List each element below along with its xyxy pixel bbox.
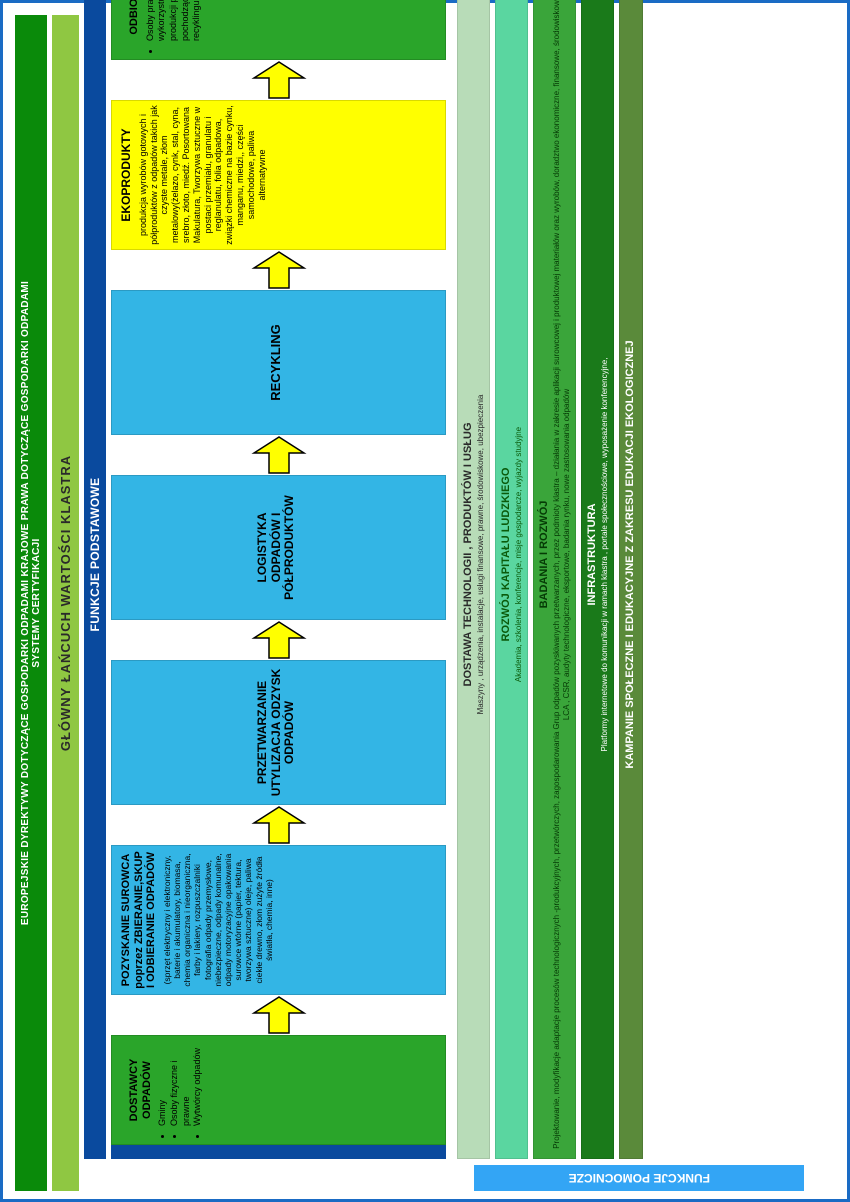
flow-left-strip <box>111 1145 446 1159</box>
recipients-title: ODBIORCY <box>128 0 141 35</box>
infra-title: INFRASTRUKTURA <box>586 0 598 1152</box>
edu-box: KAMPANIE SPOŁECZNE I EDUKACYJNE Z ZAKRES… <box>619 0 643 1159</box>
rd-box: BADANIA I ROZWÓJ Projektowanie, modyfika… <box>533 0 575 1159</box>
hr-box: ROZWÓJ KAPITAŁU LUDZKIEGO Akademia, szko… <box>495 0 528 1159</box>
arrow-icon <box>249 60 309 100</box>
tech-supply-box: DOSTAWA TECHNOLOGII , PRODUKTÓW I USŁUG … <box>457 0 490 1159</box>
list-item: Wytwórcy odpadów <box>192 1040 204 1126</box>
recycling-title: RECYKLING <box>269 324 284 401</box>
arrow-icon <box>249 805 309 845</box>
hr-title: ROZWÓJ KAPITAŁU LUDZKIEGO <box>500 0 512 1152</box>
ecoproducts-box: EKOPRODUKTY produkcja wyrobów gotowych i… <box>111 100 446 250</box>
tech-title: DOSTAWA TECHNOLOGII , PRODUKTÓW I USŁUG <box>462 0 474 1152</box>
eu-directives-bar: EUROPEJSKIE DYREKTYWY DOTYCZĄCE GOSPODAR… <box>15 15 47 1191</box>
arrow-icon <box>249 620 309 660</box>
arrow-icon <box>249 995 309 1035</box>
suppliers-title: DOSTAWCY ODPADÓW <box>128 1040 153 1140</box>
acquisition-box: POZYSKANIE SUROWCA poprzez ZBIERANIE,SKU… <box>111 845 446 995</box>
logistics-title: LOGISTYKA ODPADÓW I PÓŁPRODUKTÓW <box>256 480 297 615</box>
processing-box: PRZETWARZANIE UTYLIZACJA ODZYSK ODPADÓW <box>111 660 446 805</box>
support-functions-label-left: FUNKCJE POMOCNICZE <box>474 1165 804 1191</box>
infra-body: Platformy internetowe do komunikacji w r… <box>600 0 609 1152</box>
recycling-box: RECYKLING <box>111 290 446 435</box>
value-chain-flow: DOSTAWCY ODPADÓW Gminy Osoby fizyczne i … <box>111 0 446 1159</box>
ecoproducts-title: EKOPRODUKTY <box>120 128 134 221</box>
value-chain-title: GŁÓWNY ŁAŃCUCH WARTOŚCI KLASTRA <box>52 15 79 1191</box>
hr-body: Akademia, szkolenia, konferencje, misje … <box>514 0 523 1152</box>
recipients-box: ODBIORCY Osoby prawne wykorzystujące do … <box>111 0 446 60</box>
list-item: Osoby prawne wykorzystujące do produkcji… <box>145 0 203 41</box>
core-functions-bar: FUNKCJE PODSTAWOWE <box>84 0 106 1159</box>
ecoproducts-body: produkcja wyrobów gotowych i półproduktó… <box>138 105 268 245</box>
infra-box: INFRASTRUKTURA Platformy internetowe do … <box>581 0 614 1159</box>
suppliers-box: DOSTAWCY ODPADÓW Gminy Osoby fizyczne i … <box>111 1035 446 1145</box>
list-item: Gminy <box>157 1040 169 1126</box>
support-functions: DOSTAWA TECHNOLOGII , PRODUKTÓW I USŁUG … <box>457 0 643 1159</box>
edu-title: KAMPANIE SPOŁECZNE I EDUKACYJNE Z ZAKRES… <box>624 0 636 1152</box>
processing-title: PRZETWARZANIE UTYLIZACJA ODZYSK ODPADÓW <box>256 665 297 800</box>
logistics-box: LOGISTYKA ODPADÓW I PÓŁPRODUKTÓW <box>111 475 446 620</box>
arrow-icon <box>249 250 309 290</box>
rd-body: Projektowanie, modyfikacje adaptacje pro… <box>552 0 570 1152</box>
suppliers-list: Gminy Osoby fizyczne i prawne Wytwórcy o… <box>157 1040 204 1140</box>
acquisition-title: POZYSKANIE SUROWCA poprzez ZBIERANIE,SKU… <box>120 850 158 990</box>
acquisition-body: (sprzęt elektryczny i elektroniczny, bat… <box>162 850 274 990</box>
topbar-line2: SYSTEMY CERTYFIKACJI <box>31 538 42 667</box>
recipients-list: Osoby prawne wykorzystujące do produkcji… <box>145 0 203 55</box>
rd-title: BADANIA I ROZWÓJ <box>538 0 550 1152</box>
arrow-icon <box>249 435 309 475</box>
tech-body: Maszyny , urządzenia, instalacje, usługi… <box>476 0 485 1152</box>
list-item: Osoby fizyczne i prawne <box>169 1040 192 1126</box>
topbar-line1: EUROPEJSKIE DYREKTYWY DOTYCZĄCE GOSPODAR… <box>20 281 31 925</box>
